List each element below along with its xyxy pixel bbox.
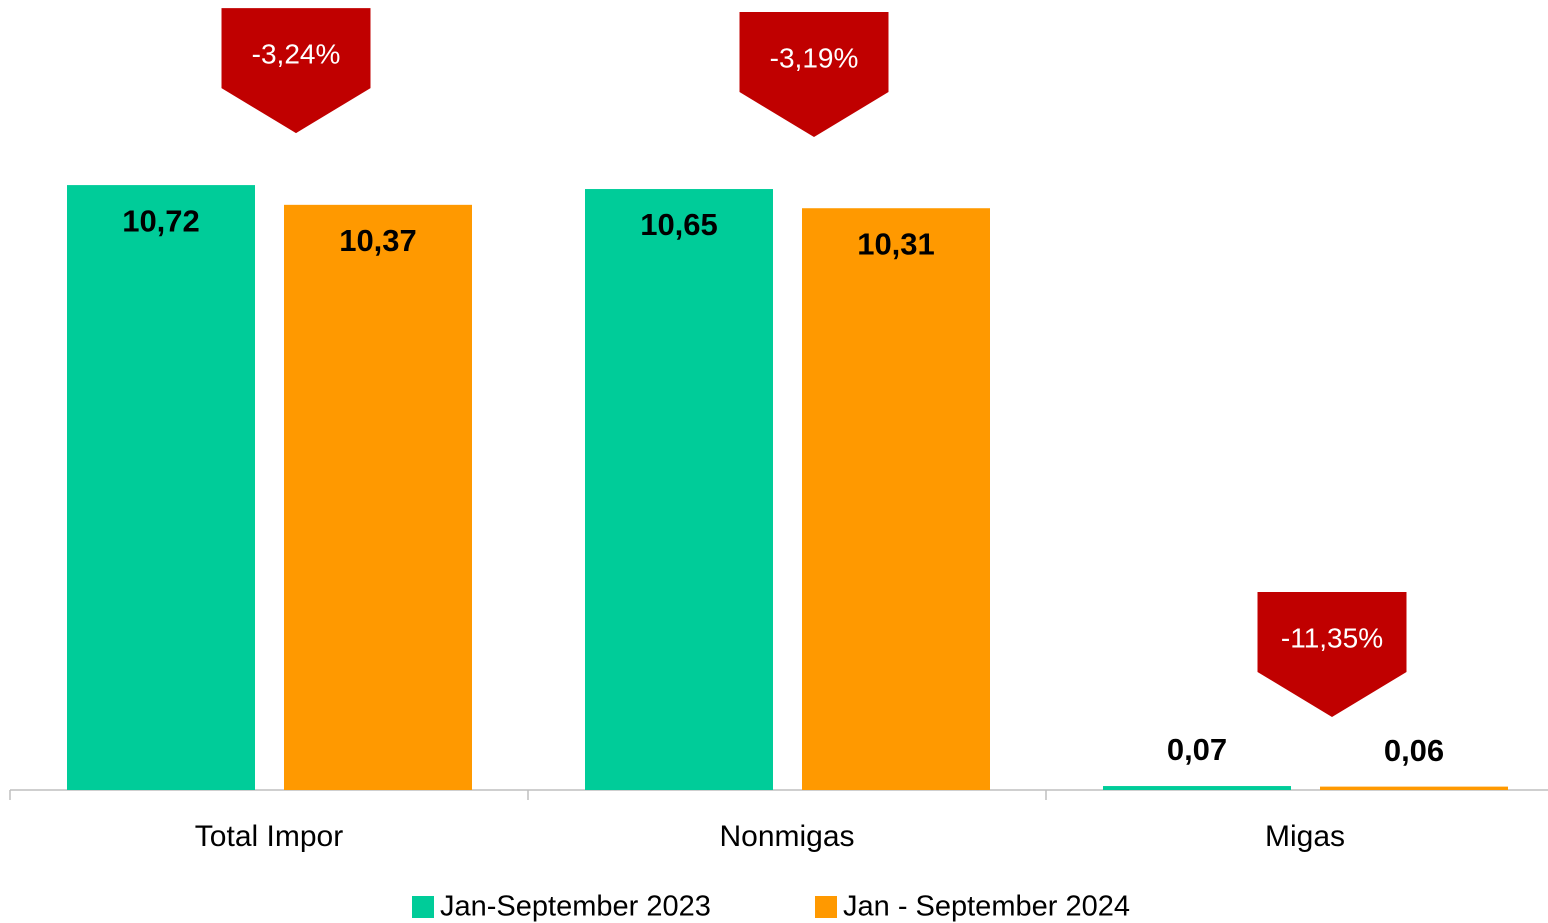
- legend-label: Jan - September 2024: [843, 891, 1130, 923]
- bar: [284, 204, 472, 791]
- legend-label: Jan-September 2023: [440, 891, 711, 923]
- bar: [802, 208, 990, 790]
- bar: [1103, 786, 1291, 790]
- x-tick-label: Nonmigas: [719, 820, 854, 853]
- value-label: 0,07: [1167, 732, 1227, 767]
- callout-arrow: [1257, 592, 1407, 717]
- value-label: 10,31: [857, 226, 935, 261]
- callout-arrow: [739, 12, 889, 138]
- bar: [67, 185, 255, 791]
- legend-swatch: [412, 896, 434, 918]
- bar: [1320, 786, 1508, 790]
- value-label: 10,37: [339, 223, 417, 258]
- value-label: 0,06: [1384, 733, 1444, 768]
- legend-swatch: [815, 896, 837, 918]
- x-tick-label: Total Impor: [195, 820, 343, 853]
- annotation: -11,35%: [1281, 622, 1383, 653]
- callout-arrow: [221, 8, 371, 134]
- value-label: 10,72: [122, 203, 200, 238]
- x-tick-label: Migas: [1265, 820, 1345, 853]
- value-label: 10,65: [640, 207, 718, 242]
- annotation: -3,24%: [252, 38, 341, 69]
- annotation: -3,19%: [770, 42, 859, 73]
- bar: [585, 189, 773, 791]
